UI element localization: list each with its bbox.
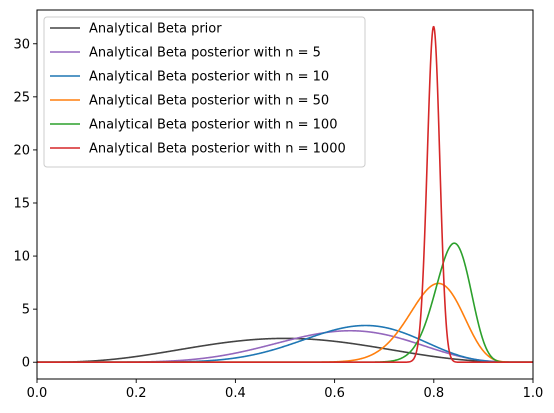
legend-label-2: Analytical Beta posterior with n = 10 bbox=[89, 70, 329, 85]
x-tick-label: 0.2 bbox=[126, 386, 147, 401]
y-tick-label: 30 bbox=[13, 37, 30, 52]
legend-label-0: Analytical Beta prior bbox=[89, 22, 222, 37]
legend-label-5: Analytical Beta posterior with n = 1000 bbox=[89, 142, 346, 157]
legend-label-4: Analytical Beta posterior with n = 100 bbox=[89, 118, 337, 133]
legend-label-text: Analytical Beta posterior with bbox=[89, 70, 285, 85]
legend-label-text: Analytical Beta posterior with bbox=[89, 46, 285, 61]
x-tick-label: 1.0 bbox=[523, 386, 544, 401]
axes-frame bbox=[36, 9, 534, 380]
legend: Analytical Beta prior Analytical Beta pos… bbox=[43, 16, 366, 168]
y-tick-label: 10 bbox=[13, 250, 30, 265]
legend-label-text: Analytical Beta posterior with bbox=[89, 94, 285, 109]
y-axis: 0 5 10 15 20 25 30 bbox=[13, 37, 37, 371]
y-tick-label: 20 bbox=[13, 143, 30, 158]
legend-label-1: Analytical Beta posterior with n = 5 bbox=[89, 46, 321, 61]
y-tick-label: 15 bbox=[13, 196, 30, 211]
legend-label-math: n = 10 bbox=[285, 70, 329, 85]
legend-label-text: Analytical Beta posterior with bbox=[89, 118, 285, 133]
series-line-0 bbox=[37, 337, 533, 364]
x-tick-label: 0.8 bbox=[423, 386, 444, 401]
x-axis: 0.0 0.2 0.4 0.6 0.8 1.0 bbox=[27, 379, 544, 401]
x-tick-label: 0.0 bbox=[27, 386, 48, 401]
legend-label-math: n = 1000 bbox=[285, 142, 345, 157]
y-tick-label: 5 bbox=[22, 303, 30, 318]
legend-label-math: n = 5 bbox=[285, 46, 321, 61]
series-layer bbox=[37, 25, 533, 364]
x-tick-label: 0.4 bbox=[225, 386, 246, 401]
legend-label-math: n = 100 bbox=[285, 118, 337, 133]
legend-label-math: n = 50 bbox=[285, 94, 329, 109]
series-line-5 bbox=[37, 25, 533, 364]
legend-frame bbox=[43, 16, 366, 168]
y-tick-label: 0 bbox=[22, 356, 30, 371]
y-tick-label: 25 bbox=[13, 90, 30, 105]
legend-label-3: Analytical Beta posterior with n = 50 bbox=[89, 94, 329, 109]
x-tick-label: 0.6 bbox=[324, 386, 345, 401]
legend-label-text: Analytical Beta posterior with bbox=[89, 142, 285, 157]
legend-label-text: Analytical Beta prior bbox=[89, 22, 222, 37]
